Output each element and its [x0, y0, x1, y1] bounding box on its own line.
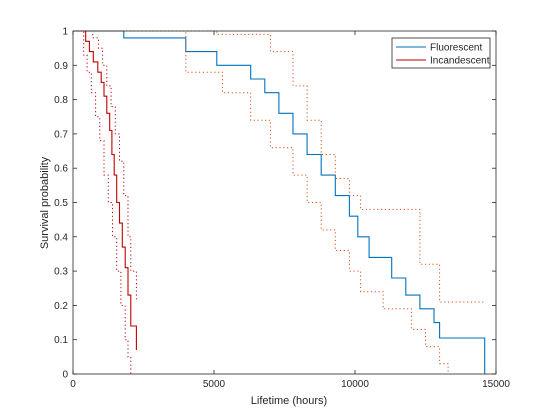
series-line-2	[73, 30, 449, 374]
series-line-0	[73, 30, 486, 374]
y-tick-label: 0.4	[54, 232, 68, 243]
series-line-4	[73, 30, 137, 302]
y-tick-label: 0.9	[54, 61, 68, 72]
series-line-3	[73, 30, 137, 350]
series-layer	[73, 30, 486, 374]
legend: Fluorescent Incandescent	[391, 37, 491, 69]
y-tick-label: 0.2	[54, 301, 68, 312]
x-axis-label: Lifetime (hours)	[251, 395, 327, 407]
y-tick-label: 0.3	[54, 267, 68, 278]
y-tick-label: 0.7	[54, 129, 68, 140]
y-tick-label: 0	[62, 370, 68, 381]
y-tick-label: 0.8	[54, 95, 68, 106]
legend-label: Incandescent	[430, 56, 490, 67]
x-tick-label: 5000	[203, 379, 226, 390]
y-tick-label: 0.5	[54, 198, 68, 209]
y-tick-label: 0.6	[54, 164, 68, 175]
axes-layer: 0 5000 10000 15000 0 0.1 0.2 0.3 0.4 0.5 0.6 0.7 0.8…	[54, 27, 510, 391]
plot-background	[73, 31, 496, 374]
y-tick-label: 1	[62, 27, 68, 38]
legend-label: Fluorescent	[430, 43, 482, 54]
legend-box	[391, 37, 491, 69]
series-line-1	[73, 30, 485, 303]
plot-area	[73, 31, 496, 374]
y-axis-label: Survival probability	[39, 156, 51, 249]
series-line-5	[73, 30, 132, 374]
x-tick-label: 0	[70, 379, 76, 390]
x-tick-label: 15000	[482, 379, 510, 390]
x-tick-label: 10000	[341, 379, 369, 390]
y-tick-label: 0.1	[54, 335, 68, 346]
